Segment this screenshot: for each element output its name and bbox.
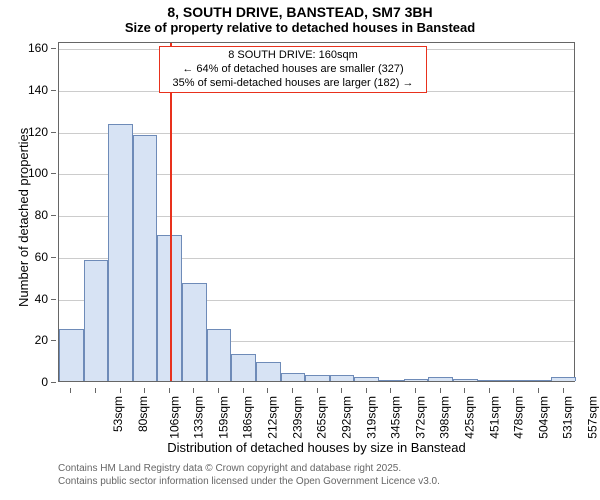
x-tick-mark bbox=[489, 388, 490, 393]
x-tick-label: 239sqm bbox=[290, 396, 304, 439]
x-tick-label: 106sqm bbox=[167, 396, 181, 439]
y-tick-label: 160 bbox=[8, 41, 48, 55]
x-tick-mark bbox=[563, 388, 564, 393]
x-tick-label: 265sqm bbox=[315, 396, 329, 439]
y-tick-mark bbox=[51, 340, 56, 341]
y-tick-mark bbox=[51, 48, 56, 49]
x-tick-label: 372sqm bbox=[413, 396, 427, 439]
x-tick-mark bbox=[218, 388, 219, 393]
x-tick-label: 451sqm bbox=[487, 396, 501, 439]
x-tick-label: 212sqm bbox=[266, 396, 280, 439]
bar bbox=[502, 380, 527, 381]
x-tick-mark bbox=[390, 388, 391, 393]
plot-area: 8 SOUTH DRIVE: 160sqm ← 64% of detached … bbox=[58, 42, 575, 382]
x-tick-label: 398sqm bbox=[438, 396, 452, 439]
bar bbox=[182, 283, 207, 381]
x-tick-mark bbox=[440, 388, 441, 393]
x-tick-mark bbox=[292, 388, 293, 393]
bar bbox=[133, 135, 158, 381]
x-tick-mark bbox=[513, 388, 514, 393]
x-tick-mark bbox=[464, 388, 465, 393]
x-tick-label: 53sqm bbox=[111, 396, 125, 432]
bar bbox=[379, 380, 404, 381]
bar bbox=[551, 377, 576, 381]
y-tick-mark bbox=[51, 382, 56, 383]
annotation-line-2: ← 64% of detached houses are smaller (32… bbox=[164, 63, 422, 77]
credits-line-1: Contains HM Land Registry data © Crown c… bbox=[58, 462, 440, 475]
y-tick-label: 120 bbox=[8, 125, 48, 139]
x-tick-mark bbox=[366, 388, 367, 393]
y-tick-label: 140 bbox=[8, 83, 48, 97]
x-tick-mark bbox=[415, 388, 416, 393]
bar bbox=[527, 380, 552, 381]
y-tick-label: 60 bbox=[8, 250, 48, 264]
x-tick-label: 186sqm bbox=[241, 396, 255, 439]
y-tick-label: 0 bbox=[8, 375, 48, 389]
chart-title: 8, SOUTH DRIVE, BANSTEAD, SM7 3BH bbox=[0, 0, 600, 20]
x-tick-label: 80sqm bbox=[136, 396, 150, 432]
annotation-box: 8 SOUTH DRIVE: 160sqm ← 64% of detached … bbox=[159, 46, 427, 93]
credits: Contains HM Land Registry data © Crown c… bbox=[58, 462, 440, 488]
annotation-line-1: 8 SOUTH DRIVE: 160sqm bbox=[164, 49, 422, 63]
bar bbox=[108, 124, 133, 381]
x-tick-mark bbox=[144, 388, 145, 393]
bar bbox=[354, 377, 379, 381]
bar bbox=[478, 380, 503, 381]
x-tick-label: 133sqm bbox=[192, 396, 206, 439]
y-tick-label: 80 bbox=[8, 208, 48, 222]
x-tick-mark bbox=[169, 388, 170, 393]
bar bbox=[281, 373, 306, 381]
x-tick-label: 504sqm bbox=[537, 396, 551, 439]
bar bbox=[330, 375, 355, 381]
x-tick-mark bbox=[538, 388, 539, 393]
x-tick-mark bbox=[317, 388, 318, 393]
bar bbox=[207, 329, 232, 381]
x-axis-label: Distribution of detached houses by size … bbox=[58, 440, 575, 455]
credits-line-2: Contains public sector information licen… bbox=[58, 475, 440, 488]
bar bbox=[453, 379, 478, 381]
x-tick-label: 531sqm bbox=[561, 396, 575, 439]
x-tick-label: 159sqm bbox=[216, 396, 230, 439]
y-tick-mark bbox=[51, 257, 56, 258]
x-tick-mark bbox=[267, 388, 268, 393]
x-tick-mark bbox=[95, 388, 96, 393]
bar bbox=[428, 377, 453, 381]
x-tick-label: 345sqm bbox=[389, 396, 403, 439]
x-tick-label: 292sqm bbox=[340, 396, 354, 439]
y-tick-label: 40 bbox=[8, 292, 48, 306]
x-tick-label: 557sqm bbox=[586, 396, 600, 439]
x-tick-mark bbox=[341, 388, 342, 393]
bar bbox=[231, 354, 256, 381]
bar bbox=[305, 375, 330, 381]
histogram-bars bbox=[59, 43, 574, 381]
chart-subtitle: Size of property relative to detached ho… bbox=[0, 20, 600, 35]
annotation-line-3: 35% of semi-detached houses are larger (… bbox=[164, 77, 422, 91]
x-tick-mark bbox=[243, 388, 244, 393]
x-tick-mark bbox=[193, 388, 194, 393]
y-tick-mark bbox=[51, 299, 56, 300]
y-tick-mark bbox=[51, 173, 56, 174]
x-tick-label: 319sqm bbox=[364, 396, 378, 439]
bar bbox=[84, 260, 109, 381]
x-tick-label: 478sqm bbox=[512, 396, 526, 439]
y-tick-mark bbox=[51, 215, 56, 216]
plot-area-container: Number of detached properties 8 SOUTH DR… bbox=[58, 42, 575, 382]
bar bbox=[59, 329, 84, 381]
bar bbox=[256, 362, 281, 381]
x-tick-label: 425sqm bbox=[463, 396, 477, 439]
x-tick-mark bbox=[120, 388, 121, 393]
property-marker-line bbox=[170, 43, 172, 381]
y-tick-label: 20 bbox=[8, 333, 48, 347]
y-tick-mark bbox=[51, 90, 56, 91]
y-tick-label: 100 bbox=[8, 166, 48, 180]
x-tick-mark bbox=[70, 388, 71, 393]
y-tick-mark bbox=[51, 132, 56, 133]
bar bbox=[404, 379, 429, 381]
